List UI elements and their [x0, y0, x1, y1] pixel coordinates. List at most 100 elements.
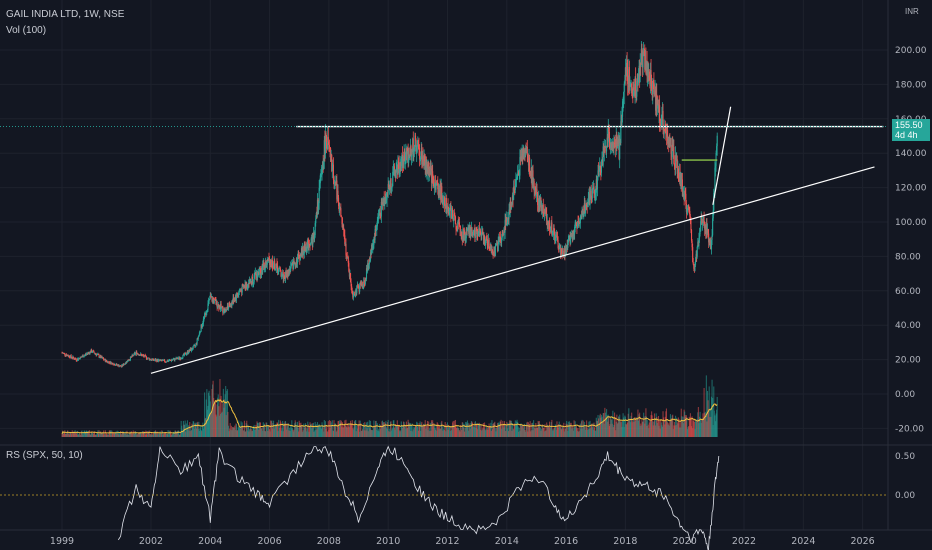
candle-body	[431, 171, 433, 183]
candle-body	[494, 250, 496, 257]
volume-bar	[182, 429, 184, 437]
volume-bar	[367, 431, 369, 437]
volume-bar	[359, 420, 361, 437]
candle-body	[297, 254, 299, 258]
volume-bar	[290, 425, 292, 437]
volume-bar	[564, 428, 566, 437]
volume-bar	[474, 422, 476, 437]
volume-bar	[335, 431, 337, 437]
volume-bar	[333, 420, 335, 437]
candle-body	[701, 217, 703, 225]
candle-body	[172, 359, 174, 361]
candle-body	[397, 161, 399, 173]
volume-bar	[628, 419, 630, 437]
volume-bar	[155, 431, 157, 437]
volume-bar	[461, 422, 463, 437]
candle-body	[521, 149, 523, 160]
volume-bar	[578, 431, 580, 437]
candle-body	[649, 77, 651, 86]
candle-body	[77, 358, 80, 360]
volume-bar	[189, 422, 191, 437]
candle-body	[87, 352, 89, 354]
volume-bar	[387, 422, 389, 437]
volume-bar	[176, 432, 178, 437]
candle-body	[304, 247, 307, 252]
volume-bar	[665, 411, 667, 437]
candle-body	[254, 272, 256, 275]
candle-body	[524, 150, 526, 153]
candle-body	[343, 230, 345, 236]
volume-bar	[109, 430, 112, 437]
candle-body	[497, 244, 499, 252]
volume-bar	[87, 432, 89, 437]
candle-body	[286, 273, 288, 277]
candle-body	[604, 146, 606, 148]
candle-body	[526, 146, 528, 156]
volume-bar	[332, 431, 334, 437]
candle-body	[485, 236, 487, 240]
volume-bar	[274, 426, 276, 437]
volume-bar	[386, 429, 388, 437]
candle-body	[604, 146, 606, 148]
candle-body	[371, 244, 373, 250]
candle-body	[665, 133, 667, 137]
volume-bar	[343, 426, 345, 437]
volume-bar	[350, 423, 352, 437]
volume-bar	[640, 425, 642, 437]
candle-body	[227, 305, 229, 309]
volume-bar	[322, 427, 324, 437]
volume-bar	[444, 422, 446, 437]
candle-body	[690, 219, 692, 230]
candle-body	[238, 291, 240, 293]
volume-bar	[492, 424, 494, 437]
volume-bar	[136, 434, 138, 437]
volume-bar	[176, 431, 178, 437]
volume-bar	[189, 426, 191, 437]
volume-bar	[201, 431, 203, 437]
volume-bar	[643, 416, 645, 437]
candle-body	[191, 347, 193, 350]
candle-body	[266, 259, 268, 265]
candle-body	[462, 229, 464, 241]
candle-body	[619, 140, 621, 159]
volume-bar	[212, 380, 214, 437]
volume-bar	[281, 428, 283, 437]
volume-bar	[108, 433, 110, 437]
candle-body	[85, 354, 87, 355]
volume-bar	[135, 431, 137, 437]
candle-body	[424, 161, 426, 170]
candle-body	[565, 248, 567, 252]
candle-body	[234, 296, 236, 301]
candle-body	[516, 174, 518, 179]
candle-body	[432, 171, 434, 179]
volume-bar	[642, 421, 644, 437]
candle-body	[376, 226, 378, 231]
volume-bar	[621, 420, 624, 437]
candle-body	[705, 224, 707, 234]
candle-body	[81, 355, 84, 357]
candle-body	[550, 222, 552, 229]
candle-body	[562, 250, 564, 257]
volume-bar	[584, 429, 587, 437]
candle-body	[465, 228, 467, 239]
candle-body	[563, 248, 565, 258]
volume-bar	[202, 422, 204, 437]
candle-body	[420, 150, 422, 157]
candle-body	[685, 193, 687, 204]
volume-bar	[409, 423, 411, 437]
candle-body	[602, 159, 604, 166]
volume-bar	[248, 431, 250, 437]
candle-body	[336, 190, 338, 200]
volume-bar	[339, 420, 341, 437]
volume-bar	[235, 424, 238, 437]
candle-body	[596, 177, 598, 190]
candle-body	[247, 286, 249, 288]
volume-bar	[472, 426, 474, 437]
volume-bar	[218, 406, 220, 437]
volume-bar	[234, 425, 236, 437]
volume-bar	[160, 432, 162, 437]
candle-body	[559, 244, 561, 254]
time-axis-label: 2016	[554, 536, 578, 547]
volume-bar	[686, 429, 689, 437]
